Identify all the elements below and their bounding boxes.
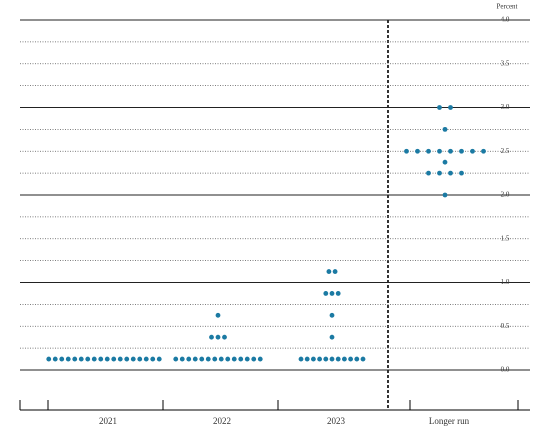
- dot: [448, 170, 453, 176]
- dot: [137, 356, 143, 362]
- dot: [117, 356, 123, 362]
- x-tick-label: 2021: [99, 416, 117, 426]
- dot: [459, 148, 464, 154]
- dot: [442, 192, 448, 198]
- dot: [329, 312, 335, 318]
- dot: [298, 356, 304, 362]
- dot: [317, 356, 322, 362]
- dot: [415, 148, 420, 154]
- dot: [72, 356, 78, 362]
- dot: [238, 356, 244, 362]
- dot: [437, 170, 442, 176]
- dot: [470, 148, 475, 154]
- dot: [342, 356, 347, 362]
- dot: [323, 291, 329, 296]
- y-tick-label: 1.0: [501, 278, 510, 286]
- dot: [98, 356, 104, 362]
- dot: [192, 356, 198, 362]
- dot: [481, 148, 486, 154]
- y-tick-label: 1.5: [501, 234, 510, 242]
- dot: [199, 356, 205, 362]
- dot: [426, 148, 431, 154]
- dot: [459, 170, 464, 176]
- dot: [348, 356, 353, 362]
- y-axis-label: Percent: [497, 3, 518, 11]
- dot: [448, 148, 453, 154]
- dot: [215, 334, 221, 340]
- dot: [218, 356, 224, 362]
- dot: [150, 356, 156, 362]
- dot: [448, 105, 453, 110]
- dot: [437, 148, 442, 154]
- dot: [222, 334, 227, 340]
- dot: [124, 356, 130, 362]
- dot: [354, 356, 360, 362]
- dot: [442, 159, 448, 165]
- dot: [156, 356, 162, 362]
- x-tick-label: 2023: [327, 416, 346, 426]
- dot: [186, 356, 192, 362]
- dot: [91, 356, 97, 362]
- dot: [215, 312, 221, 318]
- dot: [104, 356, 110, 362]
- dot: [335, 291, 341, 296]
- dot: [332, 269, 338, 274]
- dot: [251, 356, 257, 362]
- dot: [111, 356, 117, 362]
- dot: [78, 356, 84, 362]
- dot: [437, 105, 442, 110]
- y-tick-label: 3.5: [501, 59, 510, 67]
- dot: [85, 356, 91, 362]
- y-tick-label: 2.0: [501, 191, 510, 199]
- dot: [304, 356, 310, 362]
- dot: [244, 356, 250, 362]
- dot: [323, 356, 329, 362]
- y-tick-label: 2.5: [501, 147, 510, 155]
- dot: [404, 148, 409, 154]
- dot: [205, 356, 211, 362]
- dot: [335, 356, 341, 362]
- dot: [311, 356, 316, 362]
- dot: [360, 356, 366, 362]
- dot: [329, 356, 335, 362]
- dot: [173, 356, 179, 362]
- y-tick-label: 0.0: [501, 366, 510, 374]
- dot: [179, 356, 185, 362]
- y-tick-label: 3.0: [501, 103, 510, 111]
- x-tick-label: 2022: [213, 416, 231, 426]
- dot: [212, 356, 218, 362]
- dot: [46, 356, 52, 362]
- dot: [130, 356, 136, 362]
- dot: [257, 356, 263, 362]
- x-tick-label: Longer run: [429, 416, 470, 426]
- dot: [143, 356, 149, 362]
- dot: [329, 291, 335, 296]
- dot: [59, 356, 65, 362]
- dot: [442, 126, 448, 132]
- dot: [426, 170, 431, 176]
- dot: [329, 334, 335, 340]
- dot: [52, 356, 58, 362]
- y-tick-label: 4.0: [501, 16, 510, 24]
- dot: [225, 356, 231, 362]
- dot: [65, 356, 71, 362]
- y-tick-label: 0.5: [501, 322, 510, 330]
- dot: [326, 269, 332, 274]
- dot: [231, 356, 237, 362]
- dot: [209, 334, 214, 340]
